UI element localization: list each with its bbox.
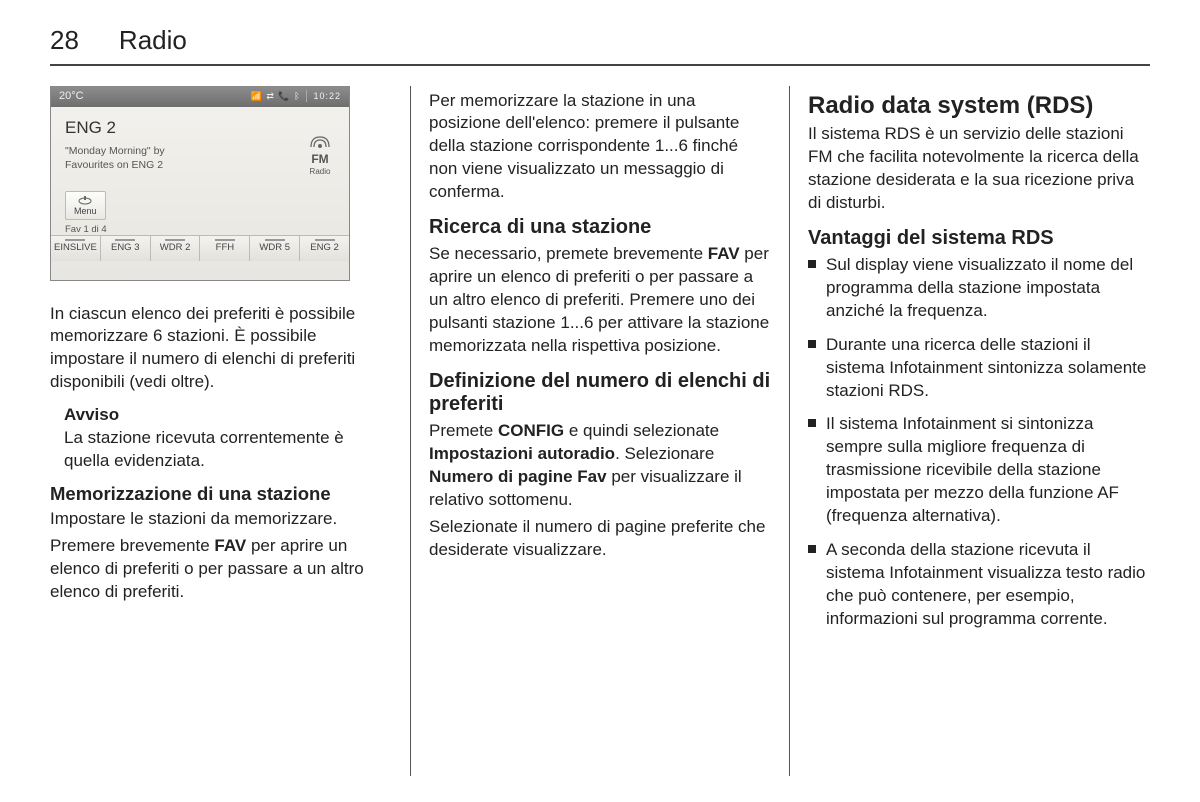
header-rule xyxy=(50,64,1150,66)
col3-h1: Radio data system (RDS) xyxy=(808,92,1150,120)
col3-p1: Il sistema RDS è un servizio delle sta­z… xyxy=(808,123,1150,215)
column-3: Radio data system (RDS) Il sistema RDS è… xyxy=(789,86,1150,776)
list-item: Sul display viene visualizzato il nome d… xyxy=(808,254,1150,323)
col1-intro: In ciascun elenco dei preferiti è pos­si… xyxy=(50,303,392,395)
radio-preset-2: ENG 3 xyxy=(101,236,151,261)
page-number: 28 xyxy=(50,25,79,56)
col2-p4: Selezionate il numero di pagine pre­feri… xyxy=(429,516,771,562)
radio-station-name: ENG 2 xyxy=(65,117,337,140)
radio-preset-1: EINSLIVE xyxy=(51,236,101,261)
column-2: Per memorizzare la stazione in una posiz… xyxy=(410,86,789,776)
col1-p2: Premere brevemente FAV per aprire un ele… xyxy=(50,535,392,604)
radio-body: ENG 2 "Monday Morning" by Favourites on … xyxy=(51,107,349,235)
col2-h2: Definizione del numero di elenchi di pre… xyxy=(429,370,771,416)
list-item: Il sistema Infotainment si sintonizza se… xyxy=(808,413,1150,528)
notice-title: Avviso xyxy=(64,404,392,427)
radio-track-line1: "Monday Morning" by xyxy=(65,145,337,159)
col3-h2: Vantaggi del sistema RDS xyxy=(808,227,1150,250)
radio-menu-button: Menu xyxy=(65,191,106,220)
list-item: A seconda della stazione ricevuta il sis… xyxy=(808,539,1150,631)
content-columns: 20°C 📶 ⇄ 📞 ᛒ 10:22 ENG 2 "Monday Morning… xyxy=(50,86,1150,776)
col1-p1: Impostare le stazioni da memoriz­zare. xyxy=(50,508,392,531)
col2-p2: Se necessario, premete brevemente FAV pe… xyxy=(429,243,771,358)
radio-preset-row: EINSLIVE ENG 3 WDR 2 FFH WDR 5 ENG 2 xyxy=(51,235,349,261)
col1-heading: Memorizzazione di una stazione xyxy=(50,483,392,504)
col2-h1: Ricerca di una stazione xyxy=(429,216,771,239)
radio-preset-6: ENG 2 xyxy=(300,236,349,261)
column-1: 20°C 📶 ⇄ 📞 ᛒ 10:22 ENG 2 "Monday Morning… xyxy=(50,86,410,776)
radio-temp: 20°C xyxy=(59,89,84,104)
list-item: Durante una ricerca delle stazioni il si… xyxy=(808,334,1150,403)
notice-text: La stazione ricevuta correntemente è que… xyxy=(64,427,392,473)
radio-preset-4: FFH xyxy=(200,236,250,261)
radio-status-icons: 📶 ⇄ 📞 ᛒ 10:22 xyxy=(251,90,341,102)
notice-block: Avviso La stazione ricevuta correntement… xyxy=(64,404,392,473)
rds-advantages-list: Sul display viene visualizzato il nome d… xyxy=(808,254,1150,631)
col2-p1: Per memorizzare la stazione in una posiz… xyxy=(429,90,771,205)
radio-track-line2: Favourites on ENG 2 xyxy=(65,159,337,173)
radio-status-bar: 20°C 📶 ⇄ 📞 ᛒ 10:22 xyxy=(51,87,349,107)
chapter-title: Radio xyxy=(119,25,187,56)
radio-display-mock: 20°C 📶 ⇄ 📞 ᛒ 10:22 ENG 2 "Monday Morning… xyxy=(50,86,350,281)
page-header: 28 Radio xyxy=(50,25,1150,56)
col2-p3: Premete CONFIG e quindi selezio­nate Imp… xyxy=(429,420,771,512)
radio-fm-icon: FM Radio xyxy=(307,131,333,178)
radio-preset-3: WDR 2 xyxy=(151,236,201,261)
radio-preset-5: WDR 5 xyxy=(250,236,300,261)
